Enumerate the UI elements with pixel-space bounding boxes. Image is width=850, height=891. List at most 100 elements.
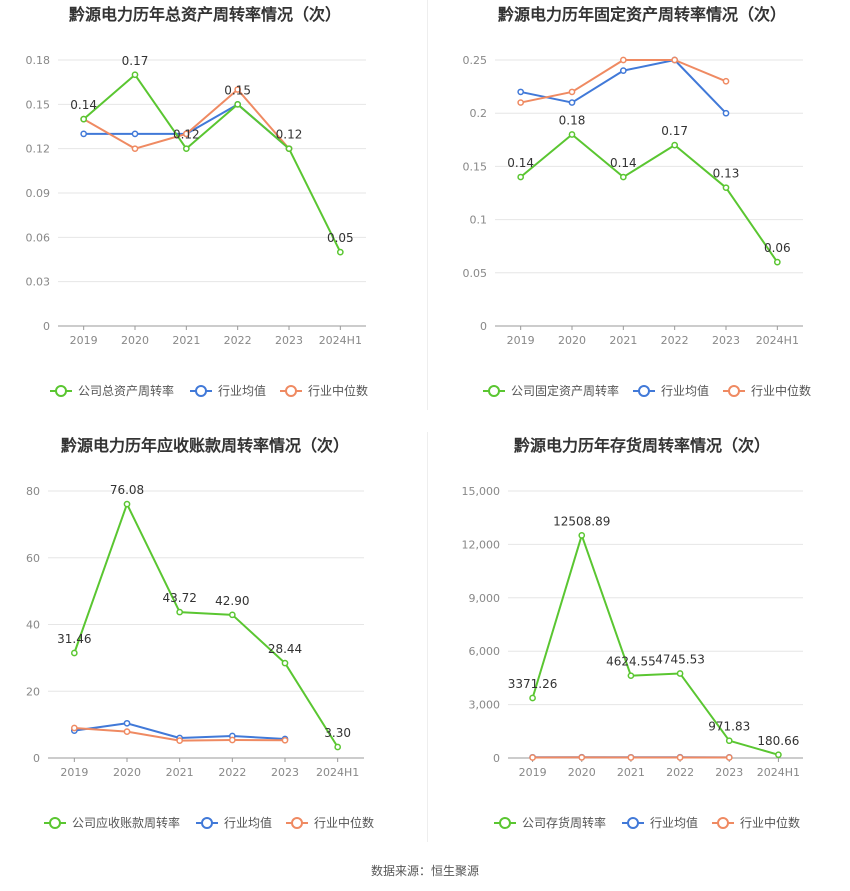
- x-tick-label: 2019: [70, 334, 98, 347]
- data-label: 0.14: [610, 156, 637, 170]
- data-point-industry_median: [722, 77, 730, 85]
- series-line-company: [520, 133, 779, 263]
- data-label: 12508.89: [553, 514, 610, 528]
- data-label: 0.13: [713, 167, 740, 181]
- data-point-company: [578, 531, 586, 539]
- y-tick-label: 12,000: [462, 538, 501, 551]
- legend-marker-company: [55, 385, 67, 397]
- x-tick-label: 2024H1: [319, 334, 362, 347]
- data-point-industry_avg: [722, 109, 730, 117]
- x-tick-label: 2021: [617, 766, 645, 779]
- data-point-company: [725, 737, 733, 745]
- y-tick-label: 0.2: [470, 107, 488, 120]
- x-tick-label: 2020: [121, 334, 149, 347]
- legend-marker-industry_median: [728, 385, 740, 397]
- data-point-company: [775, 751, 782, 759]
- x-tick-label: 2019: [60, 766, 88, 779]
- data-point-company: [334, 743, 342, 751]
- data-point-company: [529, 694, 536, 702]
- data-label: 4624.55: [606, 655, 656, 669]
- y-tick-label: 0.15: [26, 98, 51, 111]
- legend-marker-industry_avg: [638, 385, 650, 397]
- data-point-company: [671, 141, 679, 149]
- x-tick-label: 2020: [558, 334, 586, 347]
- data-label: 3371.26: [508, 677, 558, 691]
- data-point-industry_avg: [131, 130, 139, 138]
- y-tick-label: 0.06: [26, 231, 51, 244]
- chart-title: 黔源电力历年总资产周转率情况（次）: [69, 5, 341, 24]
- y-tick-label: 0: [33, 752, 40, 765]
- legend-label-industry_median: 行业中位数: [314, 815, 374, 830]
- legend-label-industry_avg: 行业均值: [218, 383, 266, 398]
- y-tick-label: 9,000: [469, 592, 501, 605]
- data-point-company: [336, 248, 344, 256]
- y-tick-label: 60: [26, 552, 40, 565]
- y-tick-label: 0: [43, 320, 50, 333]
- y-tick-label: 3,000: [469, 699, 501, 712]
- data-label: 4745.53: [655, 653, 705, 667]
- x-tick-label: 2024H1: [757, 766, 800, 779]
- data-point-industry_median: [568, 88, 576, 96]
- data-point-company: [517, 173, 525, 181]
- panel-divider-top: [427, 0, 428, 410]
- chart-title: 黔源电力历年固定资产周转率情况（次）: [498, 5, 786, 24]
- legend-label-industry_avg: 行业均值: [650, 815, 698, 830]
- x-tick-label: 2024H1: [756, 334, 799, 347]
- y-tick-label: 0.03: [26, 276, 51, 289]
- x-tick-label: 2023: [271, 766, 299, 779]
- x-tick-label: 2022: [661, 334, 689, 347]
- legend-label-industry_median: 行业中位数: [740, 815, 800, 830]
- y-tick-label: 15,000: [462, 485, 501, 498]
- data-point-industry_avg: [80, 130, 88, 138]
- y-tick-label: 0.1: [470, 214, 488, 227]
- data-point-company: [773, 258, 781, 266]
- x-tick-label: 2024H1: [316, 766, 359, 779]
- data-point-industry_median: [627, 754, 635, 761]
- x-tick-label: 2023: [712, 334, 740, 347]
- data-label: 76.08: [110, 483, 144, 497]
- legend-label-industry_median: 行业中位数: [308, 383, 368, 398]
- y-tick-label: 40: [26, 619, 40, 632]
- y-tick-label: 0: [480, 320, 487, 333]
- data-label: 3.30: [324, 726, 351, 740]
- y-tick-label: 0.15: [463, 160, 488, 173]
- data-point-industry_median: [131, 145, 139, 153]
- data-source-label: 数据来源：恒生聚源: [370, 864, 479, 878]
- data-point-company: [568, 131, 576, 138]
- data-point-company: [228, 611, 236, 619]
- legend-label-company: 公司固定资产周转率: [511, 383, 619, 398]
- x-tick-label: 2022: [218, 766, 246, 779]
- data-label: 971.83: [708, 720, 750, 734]
- series-line-industry_avg: [83, 103, 290, 150]
- data-point-company: [627, 672, 635, 680]
- data-point-industry_median: [578, 754, 586, 761]
- data-label: 0.06: [764, 241, 791, 255]
- legend-label-company: 公司总资产周转率: [78, 383, 174, 398]
- x-tick-label: 2020: [113, 766, 141, 779]
- data-point-industry_median: [517, 99, 525, 106]
- data-point-industry_avg: [123, 719, 131, 727]
- series-line-company: [531, 534, 779, 756]
- x-tick-label: 2023: [275, 334, 303, 347]
- legend-marker-industry_avg: [201, 817, 213, 829]
- data-point-industry_median: [725, 754, 733, 761]
- y-tick-label: 0.09: [26, 187, 51, 200]
- x-tick-label: 2021: [609, 334, 637, 347]
- x-tick-label: 2020: [568, 766, 596, 779]
- legend-marker-industry_median: [291, 817, 303, 829]
- data-label: 0.12: [173, 128, 200, 142]
- data-point-company: [619, 173, 627, 181]
- data-point-industry_median: [676, 754, 684, 761]
- x-tick-label: 2023: [715, 766, 743, 779]
- legend-marker-industry_median: [717, 817, 729, 829]
- data-point-company: [722, 184, 730, 192]
- x-tick-label: 2021: [172, 334, 200, 347]
- data-point-company: [281, 659, 289, 667]
- data-label: 0.15: [224, 83, 251, 97]
- data-label: 43.72: [162, 591, 196, 605]
- x-tick-label: 2022: [224, 334, 252, 347]
- legend-marker-company: [499, 817, 511, 829]
- legend-label-company: 公司应收账款周转率: [72, 815, 180, 830]
- panel-divider-bottom: [427, 432, 428, 842]
